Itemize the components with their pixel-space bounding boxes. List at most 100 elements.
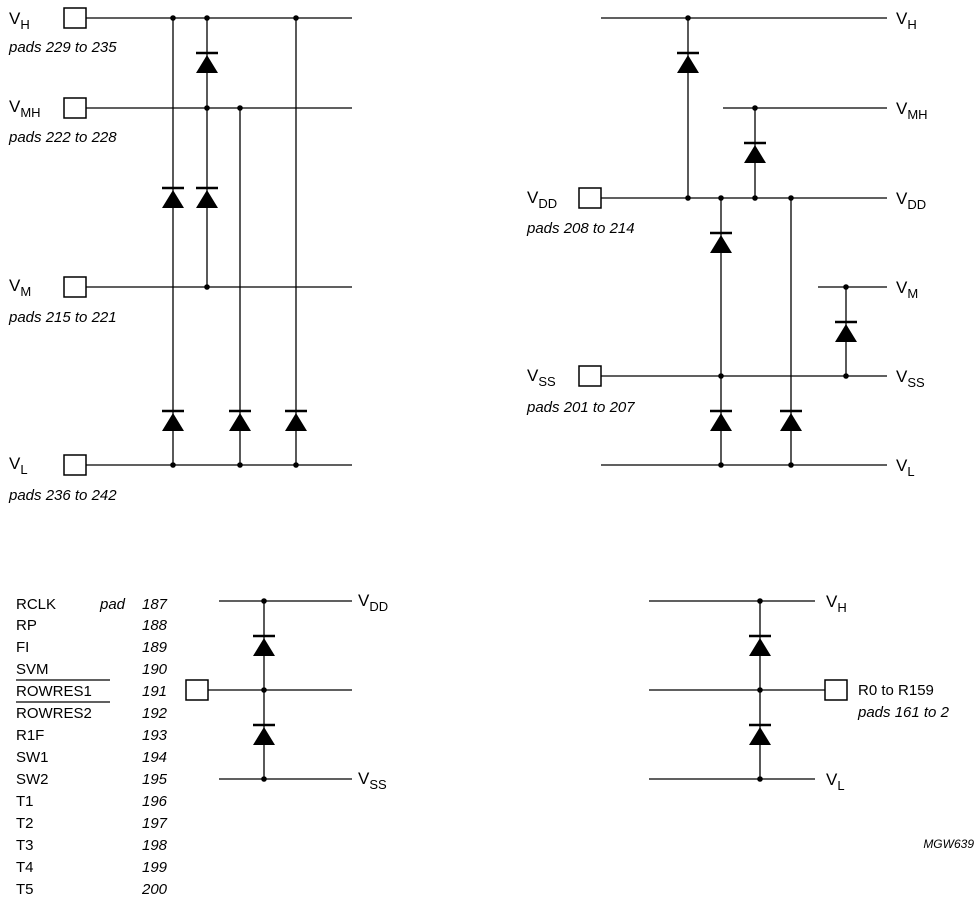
diode bbox=[162, 186, 184, 208]
diode bbox=[710, 409, 732, 431]
pad-name: T5 bbox=[16, 881, 34, 898]
pin-label-vss: VSS bbox=[527, 366, 556, 389]
junction-dot bbox=[237, 105, 243, 111]
pads-label-vss: pads 201 to 207 bbox=[526, 399, 635, 416]
diode bbox=[710, 231, 732, 253]
rail-label-vh: VH bbox=[826, 592, 847, 615]
junction-dot bbox=[685, 15, 691, 21]
diagram-2: VH VMH VDD VM VSS VL VDD pads 208 to 214… bbox=[526, 9, 928, 479]
pad-vmh bbox=[63, 97, 87, 119]
diode bbox=[196, 186, 218, 208]
diode bbox=[253, 723, 275, 745]
junction-dot bbox=[237, 462, 243, 468]
junction-dot bbox=[685, 195, 691, 201]
junction-dot bbox=[757, 776, 763, 782]
pad-vss bbox=[578, 365, 602, 387]
diode bbox=[253, 634, 275, 656]
junction-dot bbox=[757, 598, 763, 604]
pad-number: 187 bbox=[142, 596, 168, 613]
diode bbox=[162, 409, 184, 431]
junction-dot bbox=[293, 462, 299, 468]
junction-dot bbox=[718, 195, 724, 201]
rail-label-vl: VL bbox=[896, 456, 915, 479]
junction-dot bbox=[788, 195, 794, 201]
pad-number: 196 bbox=[142, 793, 168, 810]
diode bbox=[780, 409, 802, 431]
pad-number: 198 bbox=[142, 837, 168, 854]
rail-label-vmh: VMH bbox=[896, 99, 928, 122]
junction-dot bbox=[752, 195, 758, 201]
pad-number: 192 bbox=[142, 705, 168, 722]
diode bbox=[749, 634, 771, 656]
pad-number: 199 bbox=[142, 859, 168, 876]
junction-dot bbox=[843, 373, 849, 379]
junction-dot bbox=[170, 462, 176, 468]
pad-name: R1F bbox=[16, 727, 44, 744]
diagram-4: VH VL R0 to R159 pads 161 to 2 MGW639 bbox=[649, 592, 974, 851]
junction-dot bbox=[261, 776, 267, 782]
pad-r0-r159 bbox=[824, 679, 848, 701]
pad-vm bbox=[63, 276, 87, 298]
junction-dot bbox=[843, 284, 849, 290]
diagram-1: VH pads 229 to 235 VMH pads 222 to 228 V… bbox=[8, 7, 352, 504]
junction-dot bbox=[204, 105, 210, 111]
junction-dot bbox=[170, 15, 176, 21]
pad-name: T2 bbox=[16, 815, 34, 832]
pad-number: 194 bbox=[142, 749, 167, 766]
pad-io bbox=[185, 679, 209, 701]
pad-number: 200 bbox=[141, 881, 168, 898]
pad-name: T4 bbox=[16, 859, 34, 876]
pad-name: SW1 bbox=[16, 749, 49, 766]
pad-table: RCLK pad 187 RP 188 FI 189 SVM 190 ROWRE… bbox=[16, 596, 168, 898]
junction-dot bbox=[788, 462, 794, 468]
junction-dot bbox=[718, 373, 724, 379]
junction-dot bbox=[293, 15, 299, 21]
rail-label-vdd: VDD bbox=[896, 189, 926, 212]
pad-name: RCLK bbox=[16, 596, 56, 613]
pin-label-vm: VM bbox=[9, 276, 31, 299]
figure-code: MGW639 bbox=[923, 837, 974, 851]
junction-dot bbox=[204, 284, 210, 290]
junction-dot bbox=[718, 462, 724, 468]
pad-number: 191 bbox=[142, 683, 167, 700]
diagram-3: RCLK pad 187 RP 188 FI 189 SVM 190 ROWRE… bbox=[16, 591, 388, 898]
pin-label-vh: VH bbox=[9, 9, 30, 32]
pad-number: 188 bbox=[142, 617, 168, 634]
pad-number: 197 bbox=[142, 815, 168, 832]
pad-name: SW2 bbox=[16, 771, 49, 788]
pin-label-vdd: VDD bbox=[527, 188, 557, 211]
pad-name: FI bbox=[16, 639, 29, 656]
rail-label-vl: VL bbox=[826, 770, 845, 793]
pad-name: T1 bbox=[16, 793, 34, 810]
pad-number: 195 bbox=[142, 771, 168, 788]
pad-name: RP bbox=[16, 617, 37, 634]
rail-label-vss: VSS bbox=[358, 769, 387, 792]
rail-label-vdd: VDD bbox=[358, 591, 388, 614]
pin-label-vl: VL bbox=[9, 454, 28, 477]
junction-dot bbox=[261, 687, 267, 693]
pad-vdd bbox=[578, 187, 602, 209]
pads-label-vh: pads 229 to 235 bbox=[8, 39, 117, 56]
pad-number: 189 bbox=[142, 639, 168, 656]
junction-dot bbox=[204, 15, 210, 21]
pads-label-vm: pads 215 to 221 bbox=[8, 309, 117, 326]
pads-label-vl: pads 236 to 242 bbox=[8, 487, 117, 504]
diode bbox=[677, 51, 699, 73]
pin-label-r0-r159: R0 to R159 bbox=[858, 682, 934, 699]
junction-dot bbox=[261, 598, 267, 604]
pad-vh bbox=[63, 7, 87, 29]
pad-vl bbox=[63, 454, 87, 476]
pad-name: SVM bbox=[16, 661, 49, 678]
rail-label-vh: VH bbox=[896, 9, 917, 32]
diode bbox=[229, 409, 251, 431]
pad-prefix: pad bbox=[99, 596, 126, 613]
pad-number: 190 bbox=[142, 661, 168, 678]
pads-label-r0-r159: pads 161 to 2 bbox=[857, 704, 950, 721]
pad-name: T3 bbox=[16, 837, 34, 854]
diode bbox=[749, 723, 771, 745]
junction-dot bbox=[752, 105, 758, 111]
rail-label-vm: VM bbox=[896, 278, 918, 301]
pin-label-vmh: VMH bbox=[9, 97, 41, 120]
diode bbox=[835, 320, 857, 342]
